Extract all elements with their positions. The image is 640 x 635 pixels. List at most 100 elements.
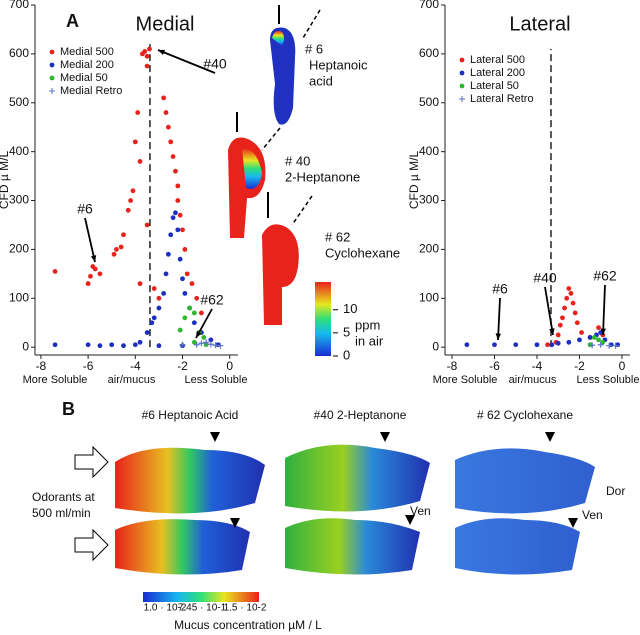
render-label: Cyclohexane bbox=[325, 245, 400, 260]
data-point bbox=[208, 337, 214, 343]
data-point bbox=[161, 95, 167, 101]
data-point bbox=[194, 295, 200, 301]
data-point bbox=[180, 227, 185, 233]
data-point bbox=[198, 340, 205, 347]
data-point bbox=[560, 315, 565, 321]
y-tick-label: 400 bbox=[9, 144, 29, 158]
data-point bbox=[118, 244, 124, 250]
data-point bbox=[589, 342, 596, 349]
data-point bbox=[128, 198, 133, 203]
data-point bbox=[109, 342, 115, 348]
data-point bbox=[534, 342, 540, 348]
legend-label: Lateral Retro bbox=[470, 93, 534, 105]
x-tick-label: -2 bbox=[574, 359, 585, 373]
chart-title: Medial bbox=[136, 13, 195, 35]
annotation: #6 bbox=[77, 201, 93, 217]
y-tick-label: 200 bbox=[9, 242, 29, 256]
orientation-label: Ven bbox=[410, 504, 431, 518]
data-point bbox=[151, 315, 157, 321]
data-point bbox=[566, 286, 572, 291]
y-tick-label: 700 bbox=[9, 0, 29, 11]
data-point bbox=[173, 210, 178, 216]
x-tick-label: -8 bbox=[36, 359, 47, 373]
mucus-colorbar bbox=[143, 592, 259, 602]
annotation: #40 bbox=[533, 270, 557, 286]
annotation: #62 bbox=[593, 268, 617, 284]
x-axis-label: Less Soluble bbox=[577, 374, 640, 386]
arrow-head bbox=[90, 255, 97, 262]
data-point bbox=[173, 168, 178, 174]
data-point bbox=[207, 341, 214, 348]
x-axis-label: More Soluble bbox=[23, 374, 88, 386]
data-point bbox=[217, 342, 224, 349]
data-point bbox=[189, 281, 195, 287]
annotation: #62 bbox=[200, 292, 224, 308]
data-point bbox=[125, 207, 131, 213]
data-point bbox=[201, 335, 207, 340]
data-point bbox=[156, 295, 162, 301]
column-title: #40 2-Heptanone bbox=[314, 408, 407, 422]
legend-marker bbox=[49, 49, 55, 55]
y-tick-label: 700 bbox=[419, 0, 439, 11]
data-point bbox=[579, 330, 584, 335]
data-point bbox=[165, 124, 171, 130]
orientation-label: Dor bbox=[606, 484, 625, 498]
y-axis-label: CFD µ M/L bbox=[0, 151, 11, 210]
data-point bbox=[156, 305, 162, 311]
x-tick-label: -2 bbox=[177, 359, 188, 373]
data-point bbox=[545, 342, 550, 348]
data-point bbox=[577, 337, 582, 343]
data-point bbox=[156, 343, 162, 349]
data-point bbox=[151, 286, 157, 291]
render-label: # 62 bbox=[325, 229, 350, 244]
x-axis-label: air/mucus bbox=[509, 374, 557, 386]
data-point bbox=[52, 269, 58, 274]
legend-label: Medial 200 bbox=[60, 59, 114, 71]
arrow-head bbox=[549, 328, 555, 335]
colorbar-tick-label: 5 bbox=[343, 324, 350, 339]
y-tick-label: 0 bbox=[22, 339, 29, 353]
data-point bbox=[203, 339, 210, 346]
data-point bbox=[88, 273, 93, 279]
inflow-label: 500 ml/min bbox=[32, 506, 91, 520]
data-point bbox=[135, 110, 141, 115]
legend-marker bbox=[459, 70, 465, 76]
x-tick-label: -8 bbox=[447, 359, 458, 373]
arrow-head bbox=[196, 331, 202, 338]
data-point bbox=[572, 310, 578, 316]
data-point bbox=[177, 256, 183, 262]
render-cyclohexane bbox=[262, 192, 313, 325]
render-label: Heptanoic bbox=[309, 57, 368, 72]
x-axis-label: Less Soluble bbox=[185, 374, 248, 386]
data-point bbox=[147, 46, 152, 52]
annotation-arrow bbox=[497, 297, 501, 341]
data-point bbox=[97, 271, 103, 277]
data-point bbox=[596, 325, 601, 331]
inflow-label: Odorants at bbox=[32, 490, 95, 504]
data-point bbox=[137, 159, 143, 164]
data-point bbox=[144, 53, 150, 59]
x-tick-label: 0 bbox=[619, 359, 626, 373]
legend-marker bbox=[459, 57, 465, 63]
panel-label: A bbox=[66, 11, 79, 31]
data-point bbox=[144, 63, 150, 69]
data-point bbox=[111, 251, 117, 257]
y-tick-label: 600 bbox=[9, 46, 29, 60]
arrow-head bbox=[600, 328, 606, 335]
legend-label: Lateral 200 bbox=[470, 67, 525, 79]
colorbar-label: ppm bbox=[355, 317, 380, 332]
data-point bbox=[191, 339, 197, 345]
data-point bbox=[191, 320, 197, 326]
data-point bbox=[574, 320, 580, 326]
y-tick-label: 500 bbox=[419, 95, 439, 109]
x-tick-label: -4 bbox=[532, 359, 543, 373]
annotation-arrow bbox=[602, 284, 606, 336]
data-point bbox=[182, 247, 188, 252]
data-point bbox=[168, 139, 174, 145]
y-tick-label: 100 bbox=[9, 290, 29, 304]
legend-label: Medial Retro bbox=[60, 85, 122, 97]
data-point bbox=[149, 320, 155, 326]
data-point bbox=[182, 291, 188, 296]
y-tick-label: 600 bbox=[419, 46, 439, 60]
data-point bbox=[557, 322, 563, 328]
